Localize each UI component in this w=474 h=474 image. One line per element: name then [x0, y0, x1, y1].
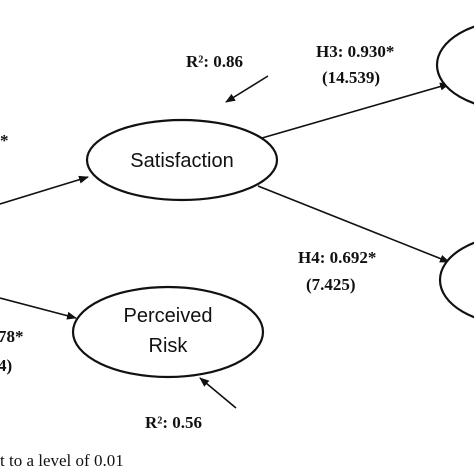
path-coefficient: H3: 0.930*	[316, 42, 394, 61]
node-label: Risk	[149, 335, 189, 357]
arrow	[257, 185, 450, 263]
t-value: (7.425)	[306, 275, 356, 294]
r-squared: R²: 0.86	[186, 52, 243, 71]
arrow	[199, 377, 237, 409]
node-label: Satisfaction	[130, 150, 233, 172]
node-shape	[71, 285, 265, 379]
t-value: 4)	[0, 356, 12, 375]
path-coefficient: *	[0, 131, 9, 150]
node-shape	[435, 25, 474, 105]
arrow	[0, 297, 77, 320]
node-label: Perceived	[124, 305, 213, 327]
footnote: t to a level of 0.01	[0, 451, 124, 470]
arrow	[261, 82, 450, 139]
arrow	[0, 175, 89, 205]
node-shape	[85, 118, 279, 202]
r-squared: R²: 0.56	[145, 413, 202, 432]
t-value: (14.539)	[322, 68, 380, 87]
path-coefficient: H4: 0.692*	[298, 248, 376, 267]
path-coefficient: 78*	[0, 327, 24, 346]
arrow	[225, 75, 269, 103]
node-shape	[438, 241, 474, 319]
